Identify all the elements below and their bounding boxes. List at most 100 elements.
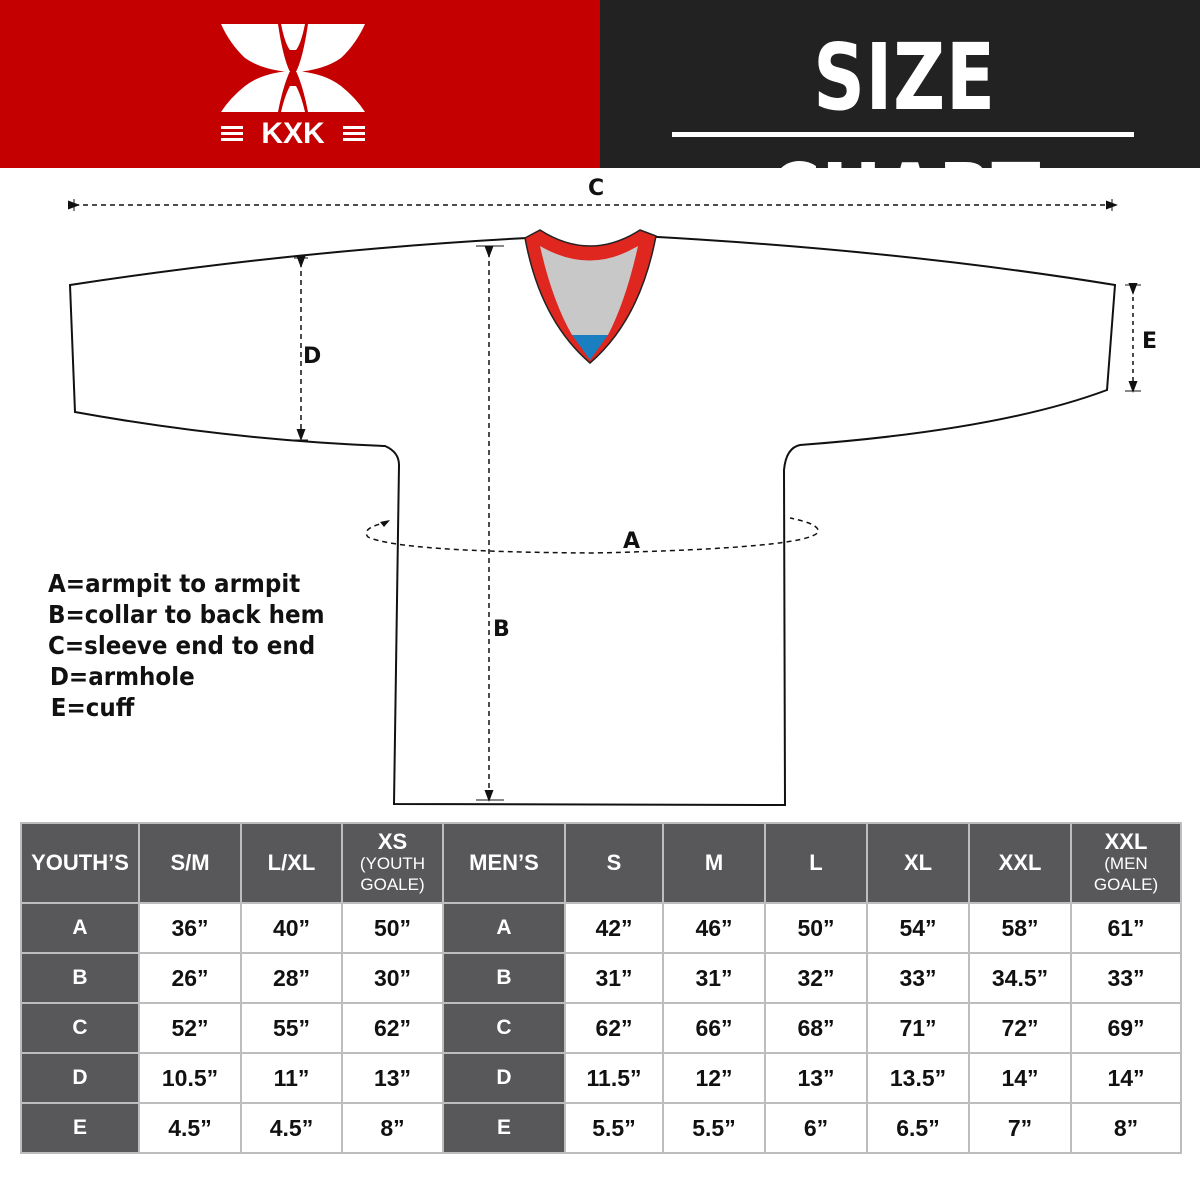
legend-item: B=collar to back hem bbox=[48, 600, 325, 629]
men-size-header: M bbox=[662, 822, 766, 904]
youth-cell: 52” bbox=[138, 1002, 242, 1054]
measurement-legend: A=armpit to armpit B=collar to back hem … bbox=[48, 568, 325, 723]
collar-inner bbox=[540, 246, 638, 335]
men-cell: 54” bbox=[866, 902, 970, 954]
men-cell: 14” bbox=[1070, 1052, 1182, 1104]
row-label: D bbox=[442, 1052, 566, 1104]
men-cell: 14” bbox=[968, 1052, 1072, 1104]
men-cell: 5.5” bbox=[662, 1102, 766, 1154]
header-label: L/XL bbox=[267, 850, 316, 875]
men-size-header: S bbox=[564, 822, 664, 904]
youth-cell: 11” bbox=[240, 1052, 343, 1104]
men-cell: 72” bbox=[968, 1002, 1072, 1054]
men-header: MEN’S bbox=[442, 822, 566, 904]
title-underline bbox=[672, 132, 1134, 137]
men-cell: 68” bbox=[764, 1002, 868, 1054]
men-cell: 61” bbox=[1070, 902, 1182, 954]
header-sublabel: (MEN GOALE) bbox=[1093, 854, 1159, 894]
jersey-diagram bbox=[68, 199, 1141, 807]
row-label: B bbox=[20, 952, 140, 1004]
table-header-row: YOUTH’S S/M L/XL XS (YOUTH GOALE) MEN’S S M L XL X… bbox=[20, 822, 1182, 904]
row-label: B bbox=[442, 952, 566, 1004]
youth-cell: 40” bbox=[240, 902, 343, 954]
brand-banner: KXK bbox=[0, 0, 600, 168]
header-label: M bbox=[704, 850, 724, 875]
men-size-header: L bbox=[764, 822, 868, 904]
row-label: E bbox=[442, 1102, 566, 1154]
youth-size-header: L/XL bbox=[240, 822, 343, 904]
label-e: E bbox=[1142, 329, 1158, 354]
legend-item: D=armhole bbox=[49, 662, 195, 691]
header-label: XL bbox=[903, 850, 933, 875]
logo-text: KXK bbox=[261, 117, 325, 150]
youth-cell: 36” bbox=[138, 902, 242, 954]
men-cell: 71” bbox=[866, 1002, 970, 1054]
youth-cell: 62” bbox=[341, 1002, 444, 1054]
men-cell: 31” bbox=[662, 952, 766, 1004]
header-label: XS bbox=[377, 829, 408, 854]
row-label: D bbox=[20, 1052, 140, 1104]
header-label: XXL bbox=[998, 850, 1042, 875]
youth-cell: 28” bbox=[240, 952, 343, 1004]
label-c: C bbox=[588, 176, 605, 201]
men-cell: 12” bbox=[662, 1052, 766, 1104]
youth-cell: 26” bbox=[138, 952, 242, 1004]
men-size-header: XL bbox=[866, 822, 970, 904]
youth-cell: 55” bbox=[240, 1002, 343, 1054]
header-sublabel: (YOUTH GOALE) bbox=[359, 854, 426, 894]
header-label: L bbox=[809, 850, 823, 875]
row-label: E bbox=[20, 1102, 140, 1154]
table-row: B 26” 28” 30” B 31” 31” 32” 33” 34.5” 33” bbox=[20, 952, 1182, 1004]
table-row: C 52” 55” 62” C 62” 66” 68” 71” 72” 69” bbox=[20, 1002, 1182, 1054]
men-cell: 5.5” bbox=[564, 1102, 664, 1154]
header-label: XXL bbox=[1104, 829, 1148, 854]
men-cell: 7” bbox=[968, 1102, 1072, 1154]
men-cell: 6” bbox=[764, 1102, 868, 1154]
men-cell: 69” bbox=[1070, 1002, 1182, 1054]
youth-size-header: S/M bbox=[138, 822, 242, 904]
men-cell: 62” bbox=[564, 1002, 664, 1054]
men-cell: 32” bbox=[764, 952, 868, 1004]
men-cell: 8” bbox=[1070, 1102, 1182, 1154]
youth-cell: 4.5” bbox=[240, 1102, 343, 1154]
row-label: A bbox=[20, 902, 140, 954]
men-cell: 34.5” bbox=[968, 952, 1072, 1004]
men-cell: 50” bbox=[764, 902, 868, 954]
youth-header: YOUTH’S bbox=[20, 822, 140, 904]
youth-cell: 4.5” bbox=[138, 1102, 242, 1154]
youth-cell: 10.5” bbox=[138, 1052, 242, 1104]
legend-item: C=sleeve end to end bbox=[48, 631, 316, 660]
measure-a bbox=[365, 517, 819, 554]
youth-cell: 30” bbox=[341, 952, 444, 1004]
men-cell: 13.5” bbox=[866, 1052, 970, 1104]
label-d: D bbox=[303, 344, 322, 369]
men-cell: 13” bbox=[764, 1052, 868, 1104]
men-size-header: XXL (MEN GOALE) bbox=[1070, 822, 1182, 904]
title-banner bbox=[600, 0, 1200, 168]
men-cell: 6.5” bbox=[866, 1102, 970, 1154]
page-title: SIZE CHART bbox=[767, 24, 1042, 251]
header-label: YOUTH’S bbox=[31, 850, 129, 875]
table-row: A 36” 40” 50” A 42” 46” 50” 54” 58” 61” bbox=[20, 902, 1182, 954]
row-label: C bbox=[20, 1002, 140, 1054]
size-table: YOUTH’S S/M L/XL XS (YOUTH GOALE) MEN’S S M L XL X… bbox=[20, 822, 1182, 1154]
legend-item: A=armpit to armpit bbox=[48, 569, 301, 598]
header-label: MEN’S bbox=[469, 850, 539, 875]
table-row: E 4.5” 4.5” 8” E 5.5” 5.5” 6” 6.5” 7” 8” bbox=[20, 1102, 1182, 1154]
men-cell: 33” bbox=[866, 952, 970, 1004]
youth-cell: 8” bbox=[341, 1102, 444, 1154]
collar-blue bbox=[572, 335, 608, 360]
men-cell: 58” bbox=[968, 902, 1072, 954]
men-cell: 11.5” bbox=[564, 1052, 664, 1104]
men-cell: 33” bbox=[1070, 952, 1182, 1004]
youth-cell: 50” bbox=[341, 902, 444, 954]
row-label: C bbox=[442, 1002, 566, 1054]
men-cell: 46” bbox=[662, 902, 766, 954]
jersey-outline bbox=[68, 235, 1117, 807]
label-b: B bbox=[493, 617, 510, 642]
youth-size-header: XS (YOUTH GOALE) bbox=[341, 822, 444, 904]
label-a: A bbox=[623, 529, 641, 554]
legend-item: E=cuff bbox=[50, 693, 135, 722]
men-cell: 66” bbox=[662, 1002, 766, 1054]
men-cell: 31” bbox=[564, 952, 664, 1004]
